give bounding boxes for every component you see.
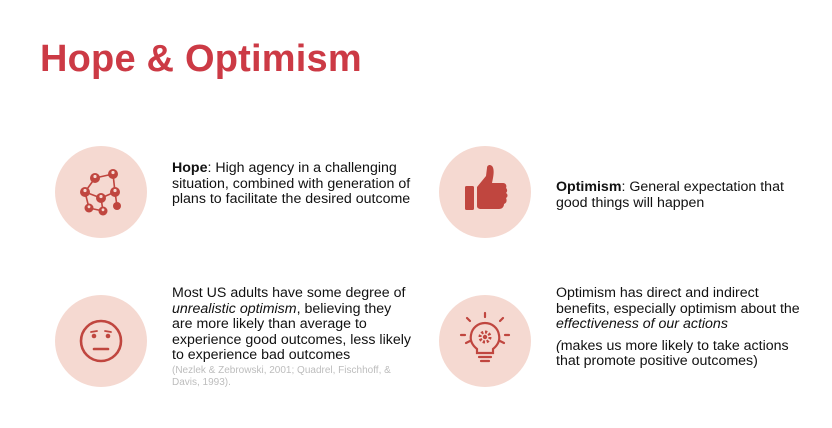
optimism-term: Optimism (556, 179, 622, 195)
hope-icon-circle (55, 146, 147, 238)
network-people-icon (80, 169, 121, 216)
citation: (Nezlek & Zebrowski, 2001; Quadrel, Fisc… (172, 364, 391, 388)
benefits-paren: ( (556, 337, 561, 354)
benefits-note: (makes us more likely to take actions th… (556, 337, 806, 370)
lightbulb-gear-icon (459, 311, 511, 363)
thumbs-up-icon (465, 164, 508, 210)
hope-definition: Hope: High agency in a challenging situa… (172, 160, 412, 208)
lightbulb-circle (439, 295, 531, 387)
hope-definition-text: : High agency in a challenging situation… (172, 160, 411, 208)
unrealistic-emphasis: unrealistic optimism (172, 300, 297, 317)
unrealistic-text-a: Most US adults have some degree of (172, 285, 406, 301)
benefits-note-text: makes us more likely to take actions tha… (556, 337, 789, 370)
optimism-benefits-text: Optimism has direct and indirect benefit… (556, 285, 806, 370)
neutral-face-icon (79, 319, 123, 363)
slide-title: Hope & Optimism (40, 38, 362, 80)
benefits-emphasis: effectiveness of our actions (556, 316, 728, 333)
optimism-icon-circle (439, 146, 531, 238)
benefits-paragraph: Optimism has direct and indirect benefit… (556, 285, 806, 333)
optimism-definition-text: : General expectation that good things w… (556, 179, 784, 211)
hope-term: Hope (172, 160, 208, 176)
optimism-definition: Optimism: General expectation that good … (556, 179, 806, 211)
neutral-face-circle (55, 295, 147, 387)
benefits-text-a: Optimism has direct and indirect benefit… (556, 285, 800, 317)
unrealistic-text-b: , believing they are more likely than av… (172, 300, 411, 364)
unrealistic-optimism-text: Most US adults have some degree of unrea… (172, 285, 412, 389)
